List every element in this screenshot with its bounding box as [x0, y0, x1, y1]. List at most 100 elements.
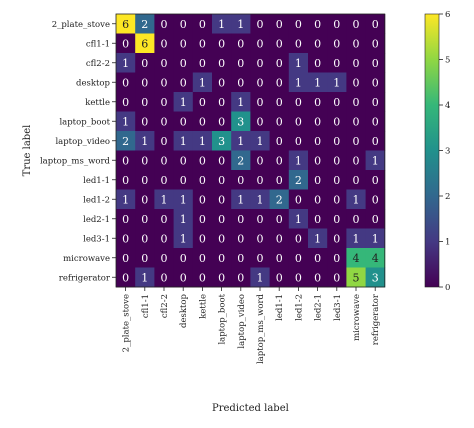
heatmap-cell: [154, 150, 174, 171]
cell-value-label: 0: [257, 76, 264, 89]
cell-value-label: 0: [353, 154, 360, 167]
x-tick-label: kettle: [198, 294, 208, 319]
heatmap-cell: [365, 53, 386, 73]
cell-value-label: 1: [180, 96, 187, 109]
cell-value-label: 0: [122, 213, 129, 226]
heatmap-cell: [288, 170, 309, 190]
cell-value-label: 1: [122, 57, 129, 70]
cell-value-label: 1: [199, 76, 206, 89]
cell-value-label: 0: [237, 271, 244, 284]
heatmap-cell: [250, 150, 270, 171]
heatmap-cell: [250, 267, 270, 288]
heatmap-cell: [192, 267, 213, 288]
heatmap-cell: [154, 72, 174, 93]
cell-value-label: 0: [295, 232, 302, 245]
heatmap-cell: [346, 248, 366, 268]
cell-value-label: 0: [314, 96, 321, 109]
heatmap-cell: [231, 170, 251, 190]
cell-value-label: 1: [372, 232, 379, 245]
heatmap-cell: [212, 111, 232, 132]
cell-value-label: 0: [372, 193, 379, 206]
heatmap-cell: [116, 111, 136, 132]
heatmap-cell: [308, 111, 328, 132]
heatmap-cell: [231, 92, 251, 112]
cell-value-label: 0: [333, 232, 340, 245]
heatmap-cell: [192, 209, 213, 229]
cell-value-label: 1: [353, 232, 360, 245]
heatmap-cell: [346, 72, 366, 93]
cell-value-label: 0: [199, 115, 206, 128]
colorbar-ticks: 0 1 2 3 4 5 6: [439, 10, 450, 293]
heatmap-cell: [231, 111, 251, 132]
x-tick-labels: 2_plate_stove cfl1-1 cfl2-2 desktop kettle la…: [122, 287, 381, 364]
heatmap-cell: [192, 131, 213, 151]
cell-value-label: 0: [314, 271, 321, 284]
cell-value-label: 0: [333, 154, 340, 167]
cell-value-label: 0: [353, 76, 360, 89]
heatmap-cell: [154, 228, 174, 249]
cell-value-label: 0: [161, 96, 168, 109]
cell-value-label: 6: [141, 37, 148, 50]
cell-value-label: 0: [161, 18, 168, 31]
cell-value-label: 3: [237, 115, 244, 128]
cell-value-label: 0: [372, 37, 379, 50]
heatmap-cell: [308, 267, 328, 288]
cell-value-label: 2: [141, 18, 148, 31]
y-tick-label: laptop_video: [55, 137, 110, 147]
heatmap-cell: [269, 72, 290, 93]
heatmap-cell: [365, 111, 386, 132]
x-tick-label: microwave: [352, 294, 362, 341]
cell-value-label: 0: [180, 115, 187, 128]
heatmap-cell: [288, 14, 309, 34]
cell-value-label: 1: [237, 193, 244, 206]
x-tick-label: led2-1: [314, 294, 324, 321]
cell-value-label: 1: [237, 18, 244, 31]
heatmap-cell: [288, 189, 309, 210]
x-axis-title: Predicted label: [212, 403, 289, 414]
y-tick-label: laptop_ms_word: [40, 156, 111, 166]
heatmap-cell: [327, 150, 347, 171]
heatmap-cell: [269, 228, 290, 249]
heatmap-cell: [308, 72, 328, 93]
colorbar: [424, 13, 440, 288]
heatmap-cell: [192, 33, 213, 54]
cell-value-label: 0: [333, 213, 340, 226]
heatmap-cell: [135, 14, 155, 34]
heatmap-cell: [212, 33, 232, 54]
cell-value-label: 1: [161, 193, 168, 206]
heatmap-cell: [116, 248, 136, 268]
heatmap-cell: [192, 228, 213, 249]
cell-value-label: 0: [295, 252, 302, 265]
heatmap-cell: [173, 111, 194, 132]
cell-value-label: 0: [353, 18, 360, 31]
cell-value-label: 0: [122, 271, 129, 284]
heatmap-cell: [365, 150, 386, 171]
heatmap-cell: [288, 53, 309, 73]
cell-value-label: 1: [295, 57, 302, 70]
heatmap-cell: [365, 248, 386, 268]
cell-value-label: 0: [314, 57, 321, 70]
heatmap-cell: [212, 189, 232, 210]
x-tick-label: led1-1: [275, 294, 285, 321]
x-tick-label: cfl2-2: [160, 294, 170, 318]
heatmap-cell: [327, 228, 347, 249]
heatmap-cell: [212, 209, 232, 229]
heatmap-cell: [231, 131, 251, 151]
cell-value-label: 0: [276, 18, 283, 31]
cell-value-label: 0: [257, 96, 264, 109]
cell-value-label: 0: [218, 174, 225, 187]
heatmap-cell: [308, 53, 328, 73]
cell-value-label: 2: [295, 174, 302, 187]
heatmap-cell: [154, 189, 174, 210]
heatmap-cell: [327, 209, 347, 229]
heatmap-cell: [308, 14, 328, 34]
cell-value-label: 0: [333, 57, 340, 70]
heatmap-cell: [327, 111, 347, 132]
cell-value-label: 0: [257, 213, 264, 226]
cell-value-label: 1: [199, 135, 206, 148]
cell-value-label: 2: [237, 154, 244, 167]
cell-value-label: 0: [237, 174, 244, 187]
y-tick-label: led1-2: [83, 195, 110, 205]
heatmap-cell: [192, 111, 213, 132]
